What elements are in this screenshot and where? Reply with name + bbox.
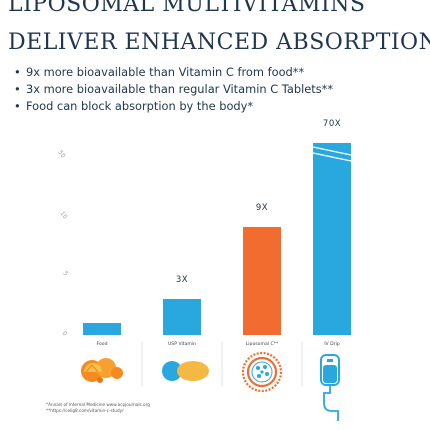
- category-label: USP Vitamin: [168, 341, 196, 347]
- data-label: 70X: [323, 119, 341, 129]
- bullet-icon: •: [14, 82, 21, 96]
- y-tick-label: 5: [61, 270, 69, 277]
- y-tick-label: 10: [58, 210, 68, 220]
- bullet-icon: •: [14, 99, 21, 113]
- axis-break-mark: [312, 146, 352, 156]
- category-label: Food: [96, 341, 107, 347]
- iv-drip-bag-icon: [320, 354, 340, 421]
- bar: [313, 143, 351, 335]
- orange-fruit-icon: [81, 358, 123, 383]
- benefit-item: • Food can block absorption by the body*: [14, 98, 333, 115]
- headline-line-1: LIPOSOMAL MULTIVITAMINS: [8, 0, 366, 17]
- liposome-icon: [241, 351, 283, 393]
- tablet-icon: [162, 361, 209, 381]
- benefit-item: • 9x more bioavailable than Vitamin C fro…: [14, 64, 333, 81]
- benefit-list: • 9x more bioavailable than Vitamin C fro…: [14, 64, 333, 115]
- y-tick-label: 50: [56, 149, 66, 159]
- axis-break-mark: [312, 152, 352, 162]
- benefit-text: Food can block absorption by the body*: [26, 99, 254, 113]
- data-label: 3X: [176, 275, 188, 285]
- footnote-2: **https://celig8.com/vitamin-c-study/: [46, 408, 124, 413]
- headline-line-2: DELIVER ENHANCED ABSORPTION.: [8, 30, 430, 55]
- category-label: Liposomal C**: [246, 341, 279, 347]
- benefit-text: 3x more bioavailable than regular Vitami…: [26, 82, 334, 96]
- bullet-icon: •: [14, 65, 21, 79]
- y-tick-label: 0: [60, 330, 68, 337]
- bar: [83, 323, 121, 335]
- benefit-item: • 3x more bioavailable than regular Vitam…: [14, 81, 333, 98]
- category-label: IV Drip: [324, 341, 340, 347]
- bar: [163, 299, 201, 335]
- data-label: 9X: [256, 203, 268, 213]
- footnote-1: *Annals of Internal Medicine www.acpjour…: [46, 402, 150, 407]
- benefit-text: 9x more bioavailable than Vitamin C from…: [26, 65, 305, 79]
- bar: [243, 227, 281, 335]
